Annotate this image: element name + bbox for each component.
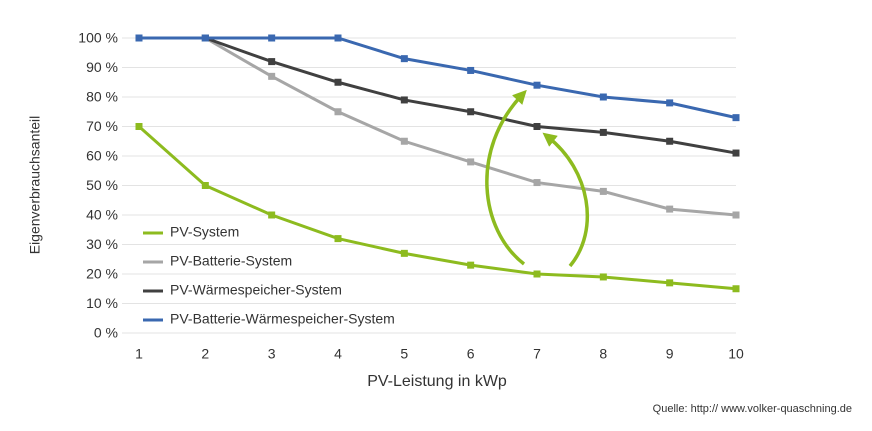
y-tick-label: 0 % — [94, 325, 118, 341]
y-tick-label: 90 % — [86, 59, 118, 75]
x-axis-label: PV-Leistung in kWp — [367, 373, 507, 390]
marker — [201, 34, 209, 42]
source: Quelle: http:// www.volker-quaschning.de — [653, 403, 852, 415]
x-tick-label: 2 — [201, 346, 209, 362]
marker — [135, 123, 143, 130]
marker — [533, 123, 541, 130]
marker — [732, 285, 740, 293]
x-tick-label: 6 — [467, 346, 475, 362]
x-tick-label: 10 — [728, 346, 744, 362]
x-tick-label: 1 — [135, 346, 143, 362]
y-tick-label: 70 % — [86, 118, 118, 134]
marker — [599, 187, 607, 195]
x-tick-label: 9 — [666, 346, 674, 362]
y-tick-label: 80 % — [86, 89, 118, 105]
marker — [334, 78, 342, 86]
y-tick-label: 30 % — [86, 236, 118, 252]
x-tick-label: 7 — [533, 346, 541, 362]
marker — [400, 137, 408, 145]
marker — [400, 55, 408, 63]
y-axis-label: Eigenverbrauchsanteil — [27, 116, 43, 255]
marker — [732, 114, 740, 122]
marker — [467, 261, 475, 269]
marker — [467, 158, 475, 166]
legend-label: PV-Wärmespeicher-System — [170, 282, 342, 298]
x-tick-label: 4 — [334, 346, 342, 362]
marker — [732, 149, 740, 157]
marker — [467, 108, 475, 116]
marker — [334, 34, 342, 42]
x-tick-label: 5 — [400, 346, 408, 362]
marker — [599, 128, 607, 136]
legend-label: PV-Batterie-System — [170, 253, 292, 269]
marker — [732, 211, 740, 219]
marker — [135, 34, 143, 42]
marker — [334, 108, 342, 116]
marker — [268, 211, 276, 219]
x-tick-label: 8 — [599, 346, 607, 362]
y-tick-label: 100 % — [78, 30, 118, 46]
y-tick-label: 50 % — [86, 177, 118, 193]
marker — [599, 93, 607, 101]
marker — [268, 58, 276, 66]
marker — [666, 279, 674, 287]
marker — [666, 99, 674, 107]
marker — [268, 34, 276, 42]
marker — [400, 96, 408, 104]
series-line — [138, 125, 737, 291]
y-tick-label: 60 % — [86, 148, 118, 164]
marker — [533, 270, 541, 278]
y-tick-label: 40 % — [86, 207, 118, 223]
marker — [533, 179, 541, 187]
marker — [599, 273, 607, 281]
marker — [467, 66, 475, 74]
marker — [533, 81, 541, 89]
legend-label: PV-System — [170, 224, 239, 240]
arrow — [542, 132, 590, 268]
marker — [201, 182, 209, 189]
marker — [666, 205, 674, 213]
y-tick-label: 20 % — [86, 266, 118, 282]
series-line — [204, 36, 737, 155]
marker — [666, 137, 674, 145]
marker — [334, 235, 342, 243]
arrow — [485, 89, 527, 266]
series-line — [139, 36, 737, 120]
marker — [400, 249, 408, 257]
plot: 0 % 10 % 20 % 30 % 40 % 50 % 60 % 70 % 80 % 90 % 1… — [78, 30, 744, 362]
x-tick-label: 3 — [268, 346, 276, 362]
legend: PV-System PV-Batterie-System PV-Wärmespeic… — [143, 224, 395, 327]
legend-label: PV-Batterie-Wärmespeicher-System — [170, 311, 395, 327]
marker — [268, 72, 276, 80]
y-tick-label: 10 % — [86, 295, 118, 311]
